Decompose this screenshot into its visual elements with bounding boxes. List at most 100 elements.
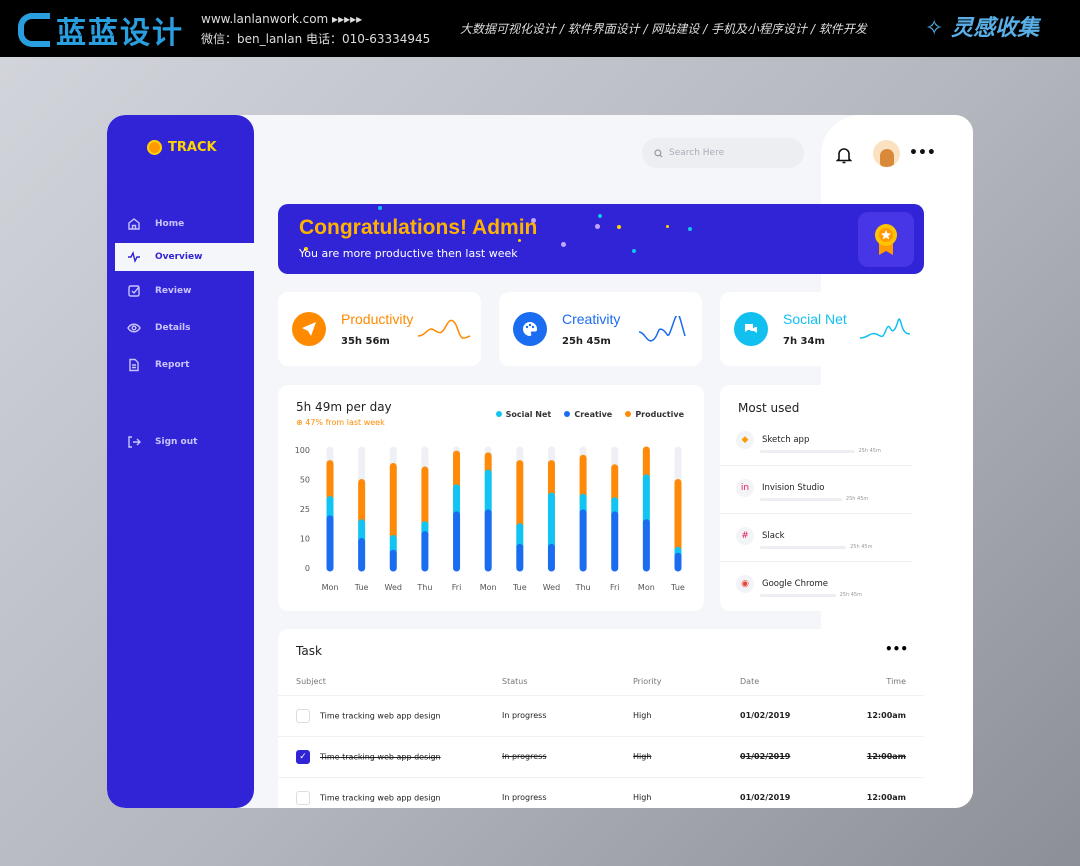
sidebar-item-review[interactable]: Review: [127, 278, 191, 304]
palette-icon: [513, 312, 547, 346]
app-logo: TRACK: [147, 140, 217, 155]
stat-card-creativity: Creativity 25h 45m: [499, 292, 702, 366]
task-time: 12:00am: [826, 736, 924, 778]
dashboard-window: TRACK Home Overview Review Details Repor…: [107, 115, 973, 808]
task-date: 01/02/2019: [740, 695, 827, 737]
wave-sparkline: [638, 316, 686, 342]
app-name: Sketch app: [762, 435, 810, 445]
task-time: 12:00am: [826, 777, 924, 808]
app-item[interactable]: ◉ Google Chrome: [736, 575, 828, 593]
banner-title: Congratulations! Admin: [299, 216, 538, 239]
task-row[interactable]: Time tracking web app design In progress…: [278, 695, 924, 737]
task-more-icon[interactable]: •••: [884, 642, 908, 656]
x-tick-label: Mon: [480, 583, 497, 592]
x-tick-label: Tue: [670, 583, 685, 592]
task-priority: High: [633, 695, 740, 737]
usage-bar: [760, 450, 855, 453]
column-header[interactable]: Time: [826, 669, 924, 696]
task-card: Task ••• Subject Status Priority Date Ti…: [278, 629, 924, 808]
usage-bar: [760, 498, 842, 501]
sidebar-item-home[interactable]: Home: [127, 211, 184, 237]
task-row[interactable]: Time tracking web app design In progress…: [278, 777, 924, 808]
task-checkbox[interactable]: [296, 708, 310, 723]
nav-label: Review: [155, 286, 192, 296]
nav-label: Home: [155, 219, 185, 229]
usage-time: 25h 45m: [850, 544, 873, 550]
legend-creative: Creative: [564, 410, 612, 419]
task-status: In progress: [502, 736, 633, 778]
sign-out-button[interactable]: Sign out: [127, 429, 197, 455]
sidebar-item-report[interactable]: Report: [127, 352, 189, 378]
task-row[interactable]: ✓ Time tracking web app design In progres…: [278, 736, 924, 778]
checkbox-icon: [128, 285, 140, 297]
activity-icon: [128, 250, 140, 264]
column-header[interactable]: Priority: [633, 669, 740, 696]
app-item[interactable]: in Invision Studio: [736, 479, 824, 497]
task-subject: Time tracking web app design: [320, 793, 441, 802]
more-menu-icon[interactable]: •••: [909, 145, 936, 161]
search-input[interactable]: Search Here: [642, 138, 804, 168]
column-header[interactable]: Date: [740, 669, 827, 696]
sidebar: [107, 115, 254, 808]
slack-icon: #: [736, 527, 754, 545]
x-tick-label: Fri: [610, 583, 620, 592]
brand-logo: 蓝蓝设计: [18, 8, 184, 52]
nav-label: Details: [155, 323, 191, 333]
task-priority: High: [633, 777, 740, 808]
nav-label: Report: [155, 360, 190, 370]
sidebar-item-overview[interactable]: Overview: [127, 244, 202, 270]
task-checkbox[interactable]: ✓: [296, 749, 310, 764]
collect-logo: ✧ 灵感收集: [925, 16, 1040, 41]
task-subject: Time tracking web app design: [320, 711, 441, 720]
search-icon: [654, 148, 663, 158]
column-header[interactable]: Status: [502, 669, 633, 696]
stacked-bar-chart: 0 10 25 50 100 Mon Tue Wed Thu Fri Mon Tue Wed Thu Fri…: [295, 446, 685, 592]
y-tick-label: 100: [295, 446, 310, 455]
task-checkbox[interactable]: [296, 790, 310, 805]
usage-time: 25h 45m: [839, 592, 862, 598]
task-date: 01/02/2019: [740, 736, 827, 778]
task-subject: Time tracking web app design: [320, 752, 441, 761]
eye-icon: [127, 323, 141, 333]
invision-icon: in: [736, 479, 754, 497]
usage-time: 25h 45m: [858, 448, 881, 454]
app-item[interactable]: ◆ Sketch app: [736, 431, 809, 449]
watermark-bar: 蓝蓝设计 www.lanlanwork.com ▸▸▸▸▸ 微信：ben_lanl…: [0, 0, 1080, 57]
app-name: Google Chrome: [762, 579, 829, 589]
bell-icon[interactable]: [836, 146, 852, 164]
search-placeholder: Search Here: [669, 148, 725, 158]
contact-info: www.lanlanwork.com ▸▸▸▸▸ 微信：ben_lanlan 电话…: [201, 12, 431, 46]
app-name: Slack: [762, 531, 785, 541]
task-date: 01/02/2019: [740, 777, 827, 808]
chrome-icon: ◉: [736, 575, 754, 593]
x-tick-label: Tue: [354, 583, 369, 592]
task-time: 12:00am: [826, 695, 924, 737]
app-item[interactable]: # Slack: [736, 527, 785, 545]
most-used-card: Most used ◆ Sketch app 25h 45m in Invision…: [720, 385, 924, 611]
y-tick-label: 50: [300, 476, 310, 485]
services-text: 大数据可视化设计 / 软件界面设计 / 网站建设 / 手机及小程序设计 / 软件…: [460, 22, 867, 36]
x-tick-label: Thu: [575, 583, 591, 592]
time-chart-card: 5h 49m per day ⊕ 47% from last week Soci…: [278, 385, 704, 611]
usage-bar: [760, 594, 836, 597]
stat-value: 35h 56m: [341, 336, 390, 347]
column-header[interactable]: Subject: [278, 669, 502, 696]
medal-icon: [875, 223, 897, 255]
x-tick-label: Wed: [543, 583, 560, 592]
avatar[interactable]: [873, 140, 900, 167]
x-tick-label: Mon: [638, 583, 655, 592]
award-badge: [858, 212, 914, 267]
congrats-banner: Congratulations! Admin You are more prod…: [278, 204, 924, 274]
app-name: Invision Studio: [762, 483, 825, 493]
home-icon: [128, 218, 140, 230]
x-tick-label: Thu: [416, 583, 432, 592]
x-tick-label: Wed: [385, 583, 402, 592]
sidebar-item-details[interactable]: Details: [127, 315, 190, 341]
task-priority: High: [633, 736, 740, 778]
document-icon: [129, 358, 139, 372]
stat-card-productivity: Productivity 35h 56m: [278, 292, 481, 366]
legend-social-net: Social Net: [495, 410, 551, 419]
task-status: In progress: [502, 695, 633, 737]
stat-label: Social Net: [783, 311, 847, 327]
wave-sparkline: [859, 318, 911, 339]
